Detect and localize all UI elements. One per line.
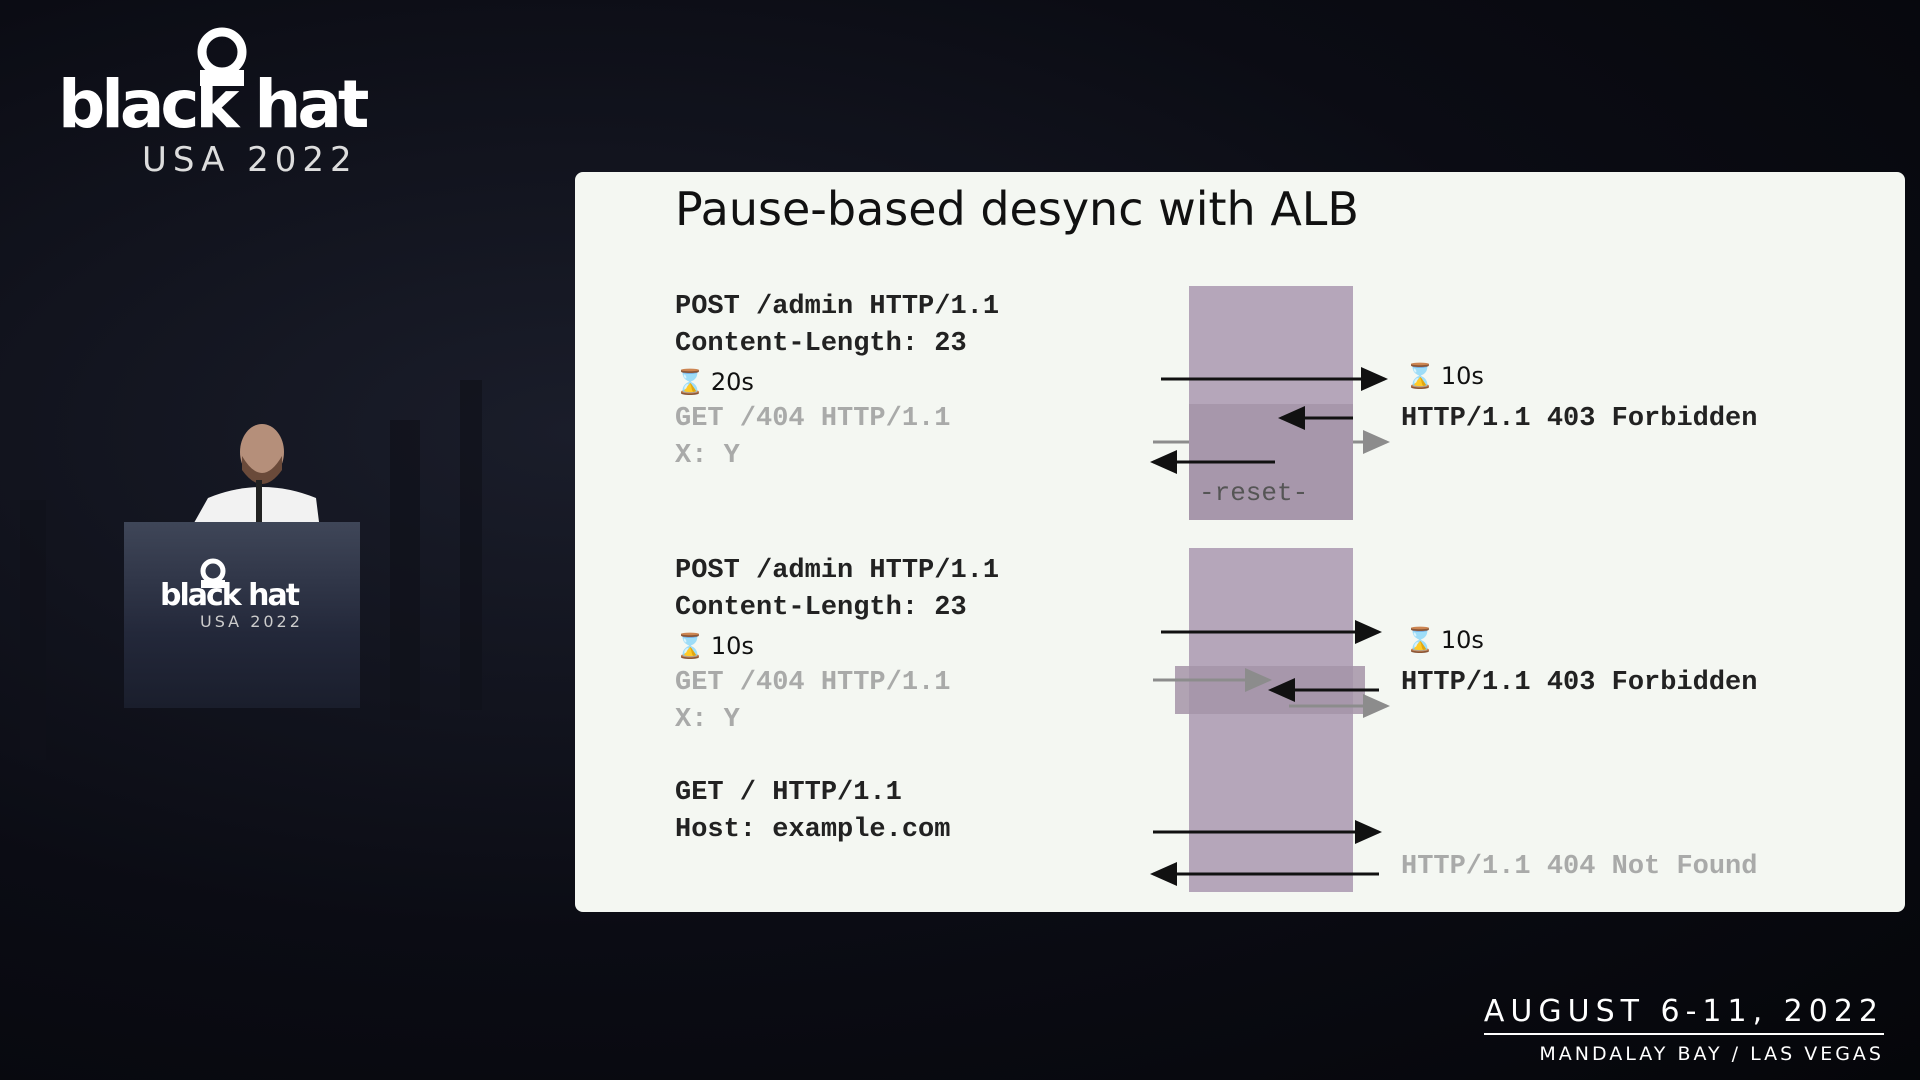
response2: HTTP/1.1 403 Forbidden — [1401, 668, 1758, 698]
request1-line3: GET /404 HTTP/1.1 — [675, 404, 951, 434]
request2-line3: GET /404 HTTP/1.1 — [675, 668, 951, 698]
presentation-slide: Pause-based desync with ALB POST /admin … — [575, 172, 1905, 912]
event-info: AUGUST 6-11, 2022 MANDALAY BAY / LAS VEG… — [1483, 994, 1884, 1065]
request1-line4: X: Y — [675, 441, 740, 471]
background-tree — [20, 500, 46, 760]
request2-line4: X: Y — [675, 705, 740, 735]
hourglass-icon: ⌛ — [1405, 626, 1435, 654]
request1-pause: ⌛ 20s — [675, 368, 754, 396]
podium: black hat USA 2022 — [124, 522, 360, 708]
response3: HTTP/1.1 404 Not Found — [1401, 852, 1758, 882]
request1-line2: Content-Length: 23 — [675, 329, 967, 359]
request2-line2: Content-Length: 23 — [675, 593, 967, 623]
blackhat-logo: black hat USA 2022 — [58, 22, 388, 180]
event-venue: MANDALAY BAY / LAS VEGAS — [1539, 1043, 1884, 1065]
background-tree — [460, 380, 482, 710]
server2-pause-value: 10s — [1440, 626, 1484, 654]
blackhat-head-icon — [197, 27, 247, 86]
hourglass-icon: ⌛ — [675, 632, 705, 660]
hourglass-icon: ⌛ — [675, 368, 705, 396]
proxy-box-2 — [1189, 548, 1353, 892]
slide-title: Pause-based desync with ALB — [675, 182, 1359, 236]
background-tree — [390, 420, 420, 720]
request2-pause: ⌛ 10s — [675, 632, 754, 660]
logo-wordmark: black hat — [58, 66, 369, 143]
request3-line2: Host: example.com — [675, 815, 951, 845]
speaker — [190, 424, 320, 530]
podium-subtitle: USA 2022 — [200, 612, 303, 631]
response1: HTTP/1.1 403 Forbidden — [1401, 404, 1758, 434]
podium-wordmark: black hat — [160, 578, 300, 613]
request2-line1: POST /admin HTTP/1.1 — [675, 556, 1000, 586]
podium-logo-icon — [200, 558, 226, 588]
logo-subtitle: USA 2022 — [142, 140, 358, 180]
server2-pause: ⌛ 10s — [1405, 626, 1484, 654]
event-date: AUGUST 6-11, 2022 — [1483, 994, 1884, 1035]
server1-pause-value: 10s — [1440, 362, 1484, 390]
request3-line1: GET / HTTP/1.1 — [675, 778, 902, 808]
request1-pause-value: 20s — [710, 368, 754, 396]
flow-arrows — [1150, 367, 1390, 886]
server1-pause: ⌛ 10s — [1405, 362, 1484, 390]
request2-pause-value: 10s — [710, 632, 754, 660]
request1-line1: POST /admin HTTP/1.1 — [675, 292, 1000, 322]
hourglass-icon: ⌛ — [1405, 362, 1435, 390]
reset-label: -reset- — [1199, 478, 1309, 508]
